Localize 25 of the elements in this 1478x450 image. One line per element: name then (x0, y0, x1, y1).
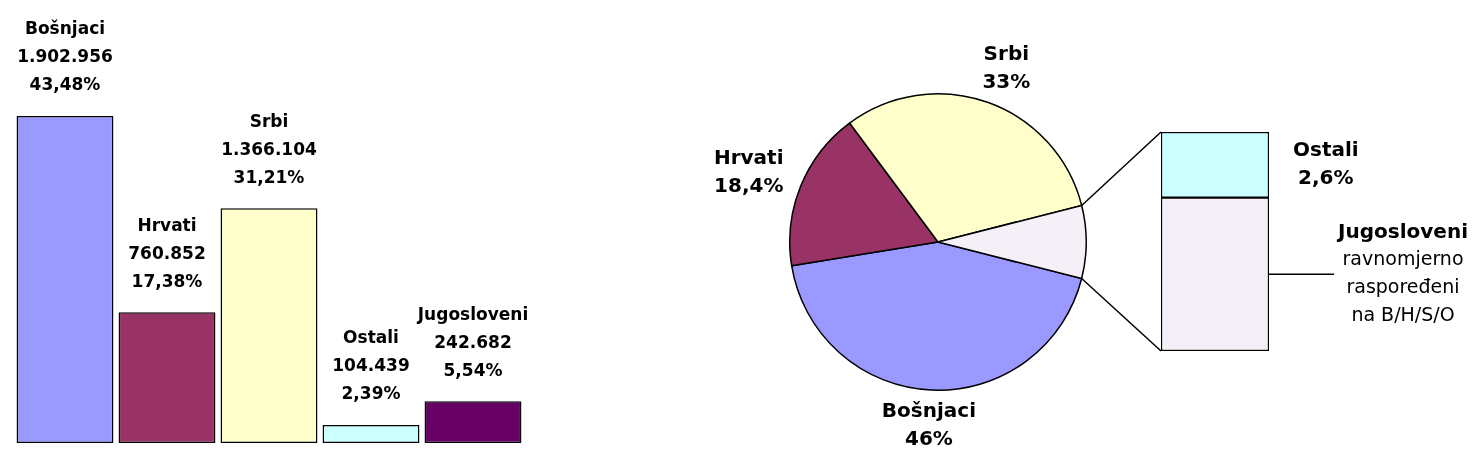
annotation: Srbi (249, 110, 289, 131)
slice-label: Hrvati (713, 144, 784, 169)
slice-label: Bošnjaci (881, 398, 977, 423)
text: ravnomjerno raspoređeni na B/H/S/O (1342, 247, 1464, 326)
annotation: Ostali (343, 327, 399, 348)
annotation: 242.682 (434, 331, 512, 352)
annotation: Jugosloveni (416, 303, 529, 324)
annotation: 104.439 (332, 355, 410, 376)
data-label: 17,38% (131, 270, 203, 291)
text: Jugosloveni (1336, 218, 1468, 243)
series-label: Ostali (1292, 137, 1359, 162)
data-label: 2,39% (341, 383, 401, 404)
text: 33% (982, 68, 1031, 93)
text: 18,4% (714, 172, 784, 197)
data-label: 31,21% (233, 166, 305, 187)
text: 1.902.956 (17, 46, 113, 67)
text: 46% (905, 426, 953, 450)
annotation: 760.852 (128, 242, 206, 263)
text: Bošnjaci (24, 18, 106, 39)
data-label: 5,54% (443, 359, 503, 380)
data-label: 43,48% (29, 74, 101, 95)
annotation: 1.366.104 (221, 138, 318, 159)
text: 2,6% (1298, 165, 1354, 190)
slice-label: Srbi (983, 40, 1030, 65)
annotation: Hrvati (137, 214, 197, 235)
